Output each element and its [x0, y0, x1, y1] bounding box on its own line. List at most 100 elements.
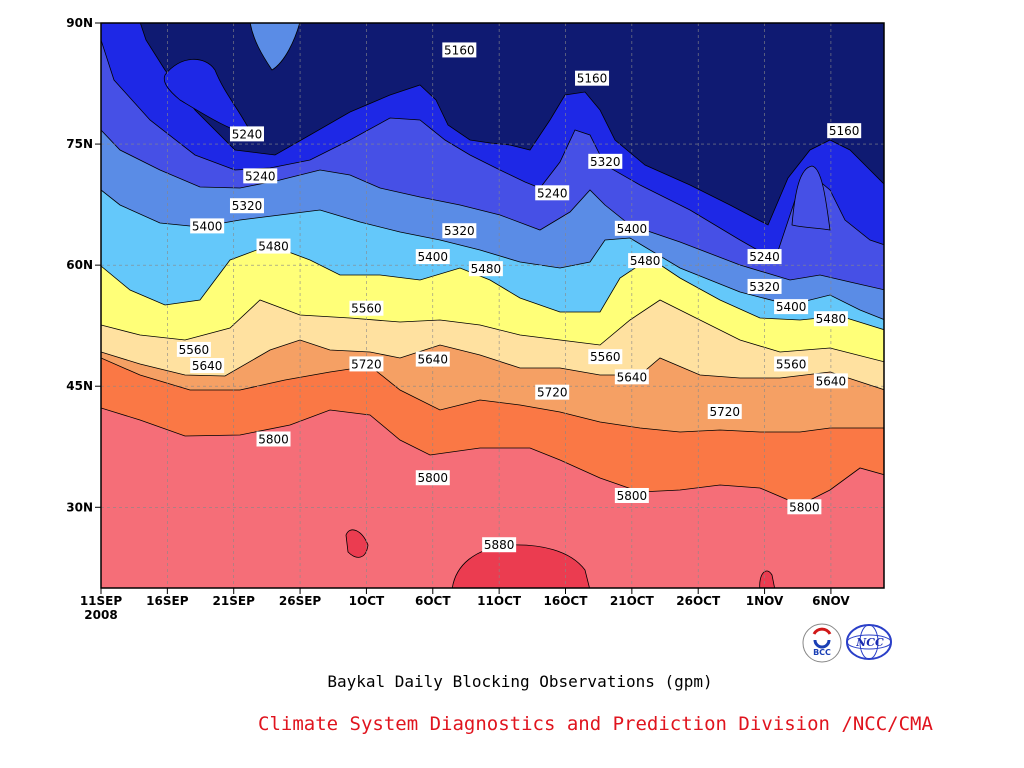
contour-label: 5560 [776, 357, 807, 371]
contour-label-bg [415, 470, 450, 486]
contour-label-bg [588, 349, 623, 365]
contour-line [139, 23, 884, 226]
contour-label: 5720 [709, 405, 740, 419]
contour-label-bg [229, 126, 264, 142]
contour-label: 5240 [749, 250, 780, 264]
contour-label: 5640 [816, 374, 847, 388]
contour-label: 5640 [617, 370, 648, 384]
contour-label-bg [813, 373, 848, 389]
contour-band [101, 300, 884, 390]
plot-frame [100, 22, 885, 589]
contour-label-bg [614, 220, 649, 236]
contour-band [101, 245, 884, 362]
contour-label-bg [442, 223, 477, 239]
contour-label-bg [256, 431, 291, 447]
contour-label-bg [774, 299, 809, 315]
contour-line [101, 339, 884, 391]
y-tick-label: 60N [66, 258, 93, 272]
y-tick-label: 30N [66, 500, 93, 514]
contour-label-bg [827, 123, 862, 139]
contour-label: 5560 [351, 302, 382, 316]
high-contour [345, 529, 369, 558]
contour-label: 5240 [245, 169, 276, 183]
contour-label-bg [190, 218, 225, 234]
contour-label-bg [243, 168, 278, 184]
contour-label: 5480 [630, 254, 661, 268]
ncc-logo-text: NCC [855, 636, 884, 649]
x-tick-label: 16SEP [146, 594, 189, 608]
contour-label: 5160 [829, 124, 860, 138]
contour-label: 5560 [179, 343, 210, 357]
contour-band [101, 358, 884, 505]
contour-label: 5320 [232, 199, 263, 213]
contour-label-bg [256, 238, 291, 254]
x-tick-label: 1NOV [746, 594, 784, 608]
contour-label-bg [707, 404, 742, 420]
contour-label-bg [628, 253, 663, 269]
contour-line [101, 357, 884, 433]
contour-label-bg [468, 261, 503, 277]
contour-label: 5400 [776, 300, 807, 314]
contour-label-bg [813, 311, 848, 327]
contour-label: 5480 [816, 312, 847, 326]
ncc-logo: NCC [846, 624, 892, 660]
contour-line [101, 129, 884, 291]
contour-label: 5720 [537, 386, 568, 400]
contour-label-bg [349, 300, 384, 316]
contour-label: 5480 [258, 240, 289, 254]
x-tick-label: 21OCT [610, 594, 655, 608]
contour-band [101, 23, 884, 290]
contour-label-bg [415, 351, 450, 367]
contour-label-bg [415, 249, 450, 265]
contour-label: 5320 [749, 280, 780, 294]
contour-label-bg [588, 153, 623, 169]
low-contour [791, 165, 831, 231]
x-start-year-label: 2008 [84, 608, 117, 622]
contour-band [101, 130, 884, 320]
y-tick-label: 75N [66, 137, 93, 151]
x-tick-label: 11SEP [80, 594, 123, 608]
x-tick-label: 21SEP [213, 594, 256, 608]
contour-label-bg [614, 369, 649, 385]
contour-label: 5880 [484, 538, 515, 552]
contour-label-bg [442, 42, 477, 58]
credit-text: Climate System Diagnostics and Predictio… [258, 713, 933, 735]
contour-label: 5640 [192, 359, 223, 373]
contour-label: 5320 [444, 224, 475, 238]
contour-label-bg [747, 278, 782, 294]
contour-label: 5400 [617, 222, 648, 236]
contour-label: 5400 [418, 250, 449, 264]
contour-label: 5800 [789, 500, 820, 514]
contour-line [101, 244, 884, 331]
x-tick-label: 26OCT [676, 594, 721, 608]
x-tick-label: 1OCT [349, 594, 385, 608]
contour-label: 5480 [471, 262, 502, 276]
contour-label-bg [535, 185, 570, 201]
high-contour [759, 570, 776, 588]
x-tick-label: 11OCT [477, 594, 522, 608]
bcc-logo: BCC [802, 623, 842, 663]
contour-label-bg [349, 356, 384, 372]
contour-label: 5160 [444, 43, 475, 57]
contour-label-bg [190, 358, 225, 374]
low-contour [249, 23, 301, 71]
contour-label: 5160 [577, 72, 608, 86]
chart-caption: Baykal Daily Blocking Observations (gpm) [327, 672, 713, 691]
x-tick-label: 6NOV [812, 594, 850, 608]
contour-label-bg [229, 198, 264, 214]
contour-label-bg [575, 70, 610, 86]
contour-label: 5640 [418, 353, 449, 367]
contour-band [101, 190, 884, 330]
contour-label-bg [535, 384, 570, 400]
contour-label-bg [787, 499, 822, 515]
contour-label-bg [774, 356, 809, 372]
bcc-logo-text: BCC [813, 648, 831, 657]
y-tick-label: 90N [66, 16, 93, 30]
contour-label: 5800 [418, 471, 449, 485]
contour-label: 5240 [232, 127, 263, 141]
contour-band [101, 23, 884, 260]
x-tick-label: 6OCT [415, 594, 451, 608]
x-tick-label: 26SEP [279, 594, 322, 608]
contour-label-bg [747, 249, 782, 265]
